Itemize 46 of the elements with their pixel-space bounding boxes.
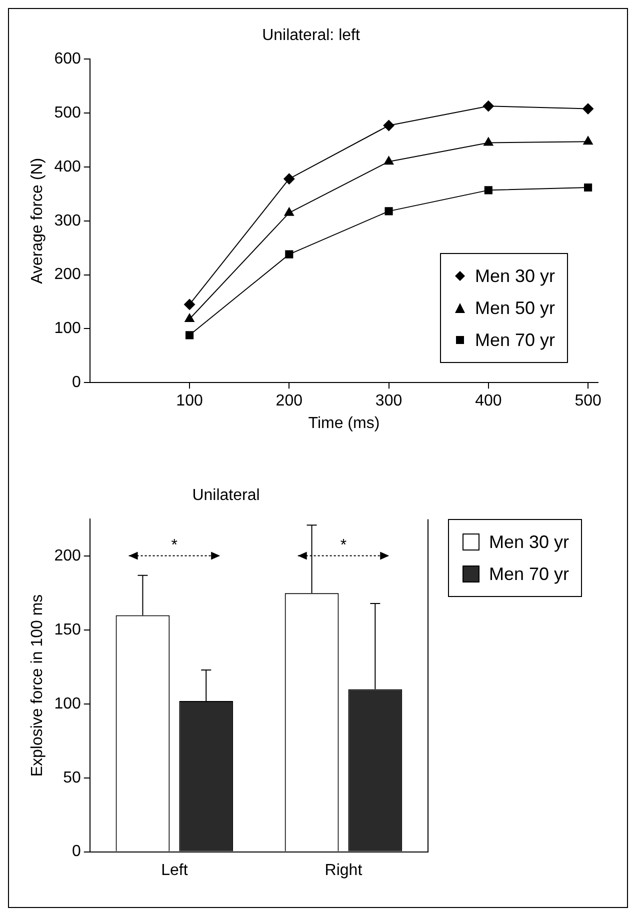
y-tick-label: 100 [54,320,81,338]
point [384,207,393,216]
point [284,173,295,184]
x-tick-label: Left [161,862,188,879]
point [482,100,494,112]
legend-label: Men 70 yr [474,328,555,352]
point [384,156,394,165]
text: Men 30 yr [489,531,570,554]
point [185,331,194,340]
point [584,183,592,192]
point [484,137,494,146]
y-axis-title: Explosive force in 100 ms [29,594,46,777]
y-tick-label: 150 [54,621,81,638]
y-tick-label: 300 [54,212,81,230]
x-tick-label: 100 [176,392,203,410]
x-axis-title: Time (ms) [308,414,380,432]
y-axis-title: Average force (N) [29,158,46,284]
point [582,103,594,114]
point [184,314,194,322]
chart-title: Unilateral [192,487,260,504]
point [284,207,294,216]
point [484,186,492,194]
x-tick-label: 500 [574,392,602,410]
point [285,250,294,258]
legend-label: Men 70 yr [489,563,570,586]
y-tick-label: 200 [54,548,81,565]
y-tick-label: 500 [54,104,81,122]
x-tick-label: 400 [475,392,502,410]
annotation: * [171,537,178,554]
annotation: * [340,537,347,554]
point [184,298,196,310]
point [583,136,593,145]
chart-title: Unilateral: left [262,27,360,44]
x-tick-label: 300 [375,392,402,410]
legend-label: Men 30 yr [474,264,555,288]
y-tick-label: 600 [54,50,81,68]
point [383,120,394,131]
y-tick-label: 100 [54,695,81,712]
y-tick-label: 400 [54,158,81,176]
legend-label: Men 50 yr [474,296,555,320]
x-tick-label: 200 [276,392,303,410]
y-tick-label: 0 [72,374,81,392]
y-tick-label: 0 [72,843,81,860]
x-tick-label: Right [324,862,363,879]
y-tick-label: 200 [54,266,81,284]
y-tick-label: 50 [63,769,81,786]
